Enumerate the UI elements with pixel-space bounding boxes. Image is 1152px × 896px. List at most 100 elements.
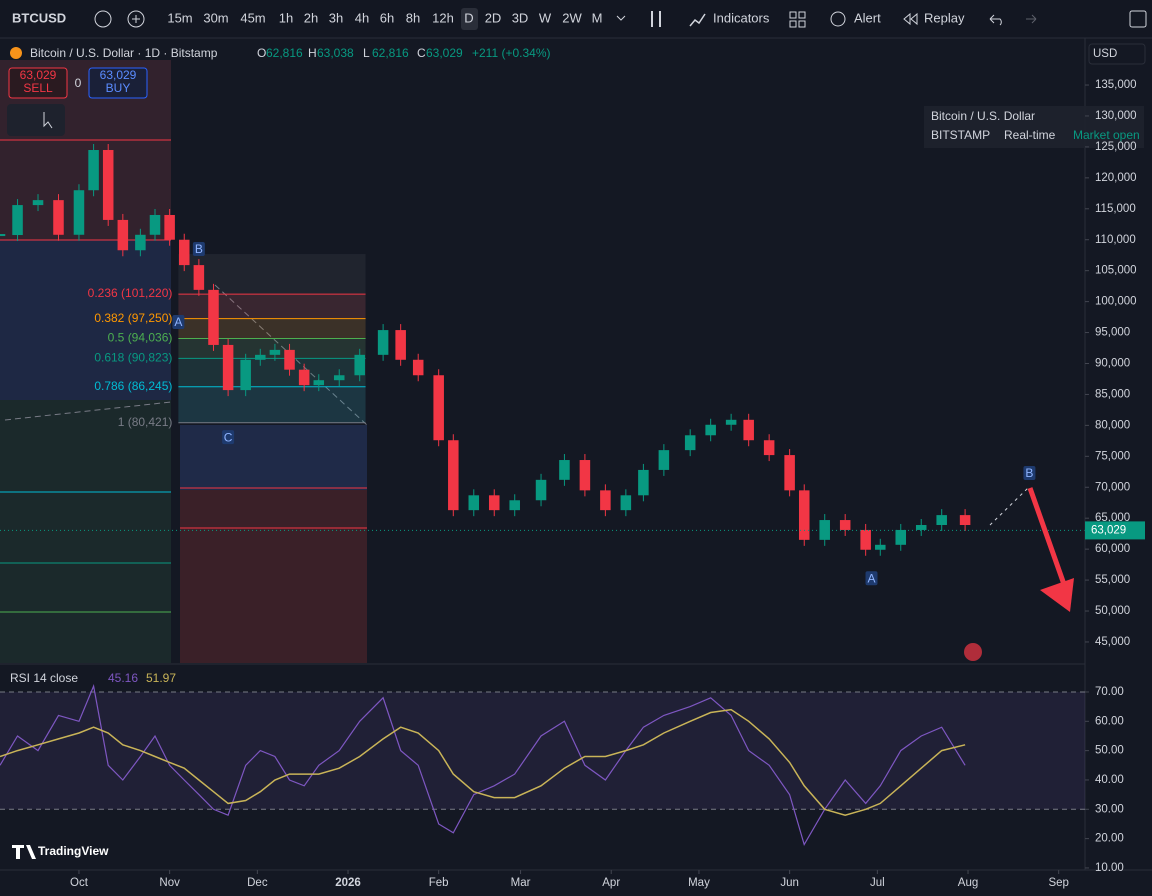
timeframe[interactable]: W <box>539 10 552 25</box>
wave-label: A <box>174 315 182 329</box>
zone-shade <box>0 240 171 400</box>
candle <box>559 460 570 480</box>
timeframe-menu[interactable] <box>616 15 626 21</box>
alert-icon[interactable] <box>830 11 846 27</box>
timeframe[interactable]: 3h <box>329 10 343 25</box>
x-tick-label: Oct <box>70 877 89 889</box>
timeframe[interactable]: 8h <box>406 10 420 25</box>
projection-arrowhead <box>1040 578 1074 612</box>
symbol-icon[interactable] <box>94 10 112 28</box>
chart-type[interactable] <box>651 11 661 27</box>
candle <box>222 344 234 391</box>
y-tick-label: 90,000 <box>1095 358 1130 370</box>
buy-price[interactable]: 63,029 <box>100 68 137 82</box>
fib-label: 0.786 (86,245) <box>94 379 172 393</box>
timeframe[interactable]: 30m <box>203 10 228 25</box>
timeframe[interactable]: 4h <box>355 10 369 25</box>
candle <box>959 515 971 526</box>
wave-box <box>172 315 185 330</box>
buy-button[interactable] <box>88 67 148 99</box>
candle <box>333 375 345 381</box>
timeframe[interactable]: 6h <box>380 10 394 25</box>
x-tick-label: Mar <box>511 877 531 889</box>
y-tick-label: 60.00 <box>1095 715 1124 727</box>
zone-shade <box>0 400 171 663</box>
candle <box>269 349 281 355</box>
cursor-tool[interactable] <box>43 112 53 129</box>
undo[interactable] <box>989 14 1002 26</box>
replay-icon[interactable] <box>903 12 918 26</box>
timeframe[interactable]: 1h <box>279 10 293 25</box>
candle <box>117 219 129 251</box>
candle <box>208 289 219 345</box>
candle <box>395 330 406 360</box>
templates-icon[interactable] <box>789 11 797 19</box>
x-tick-label: May <box>688 877 710 889</box>
timeframe[interactable]: 2h <box>304 10 318 25</box>
rsi-line <box>0 708 966 816</box>
event-marker[interactable] <box>964 643 982 661</box>
y-tick-label: 40.00 <box>1095 774 1124 786</box>
timeframe[interactable]: 2W <box>562 10 582 25</box>
tooltip-exchange: BITSTAMP <box>931 128 990 142</box>
symbol[interactable]: BTCUSD <box>12 10 66 25</box>
y-tick-label: 45,000 <box>1095 636 1130 648</box>
candle <box>763 440 775 456</box>
candle <box>600 490 611 511</box>
timeframe[interactable]: 12h <box>432 10 454 25</box>
timeframe[interactable]: D <box>464 10 473 25</box>
x-tick-label: Dec <box>247 877 268 889</box>
candle <box>839 520 851 530</box>
candle <box>135 234 146 251</box>
sell-label[interactable]: SELL <box>23 81 53 95</box>
timeframe[interactable]: 15m <box>167 10 192 25</box>
y-tick-label: 55,000 <box>1095 574 1130 586</box>
alert[interactable]: Alert <box>854 10 881 25</box>
toolbar <box>0 0 1152 38</box>
sell-price[interactable]: 63,029 <box>20 68 57 82</box>
indicators[interactable]: Indicators <box>713 10 770 25</box>
candle <box>313 380 325 386</box>
x-tick-label: Aug <box>958 877 978 889</box>
candle <box>915 525 927 530</box>
timeframe[interactable]: 45m <box>240 10 265 25</box>
watermark: TradingView <box>38 844 109 858</box>
tooltip-feed: Real-time <box>1004 128 1056 142</box>
candle <box>164 214 175 240</box>
zone-shade <box>180 490 367 663</box>
rsi-title: RSI 14 close <box>10 671 78 685</box>
x-tick-label: Jun <box>780 877 799 889</box>
fullscreen[interactable] <box>1129 10 1147 28</box>
y-tick-label: 65,000 <box>1095 512 1130 524</box>
redo[interactable] <box>1026 14 1037 24</box>
candle <box>149 214 161 235</box>
ohlc-key: H <box>308 46 317 60</box>
fib-band <box>178 318 366 339</box>
currency-box[interactable] <box>1088 43 1146 65</box>
y-tick-label: 130,000 <box>1095 110 1137 122</box>
add-symbol[interactable] <box>127 10 145 28</box>
legend-change: +211 (+0.34%) <box>472 46 551 60</box>
sell-button[interactable] <box>8 67 68 99</box>
currency[interactable]: USD <box>1093 48 1117 60</box>
x-tick-label: Nov <box>159 877 180 889</box>
watermark-logo <box>12 845 36 859</box>
timeframe[interactable]: 2D <box>485 10 502 25</box>
buy-label[interactable]: BUY <box>106 81 131 95</box>
candle <box>178 239 190 266</box>
ohlc-value: 62,816 <box>266 46 303 60</box>
wave-box <box>865 571 878 586</box>
candle <box>784 455 795 491</box>
projection-line <box>989 487 1029 526</box>
replay[interactable]: Replay <box>924 10 965 25</box>
candle <box>684 435 696 451</box>
candle <box>255 354 266 360</box>
indicators-icon[interactable] <box>689 13 706 27</box>
x-tick-label: Apr <box>602 877 620 889</box>
y-tick-label: 115,000 <box>1095 203 1136 215</box>
candle <box>638 469 649 496</box>
timeframe[interactable]: M <box>592 10 603 25</box>
candle <box>658 450 670 470</box>
y-tick-label: 20.00 <box>1095 833 1124 845</box>
timeframe[interactable]: 3D <box>512 10 529 25</box>
